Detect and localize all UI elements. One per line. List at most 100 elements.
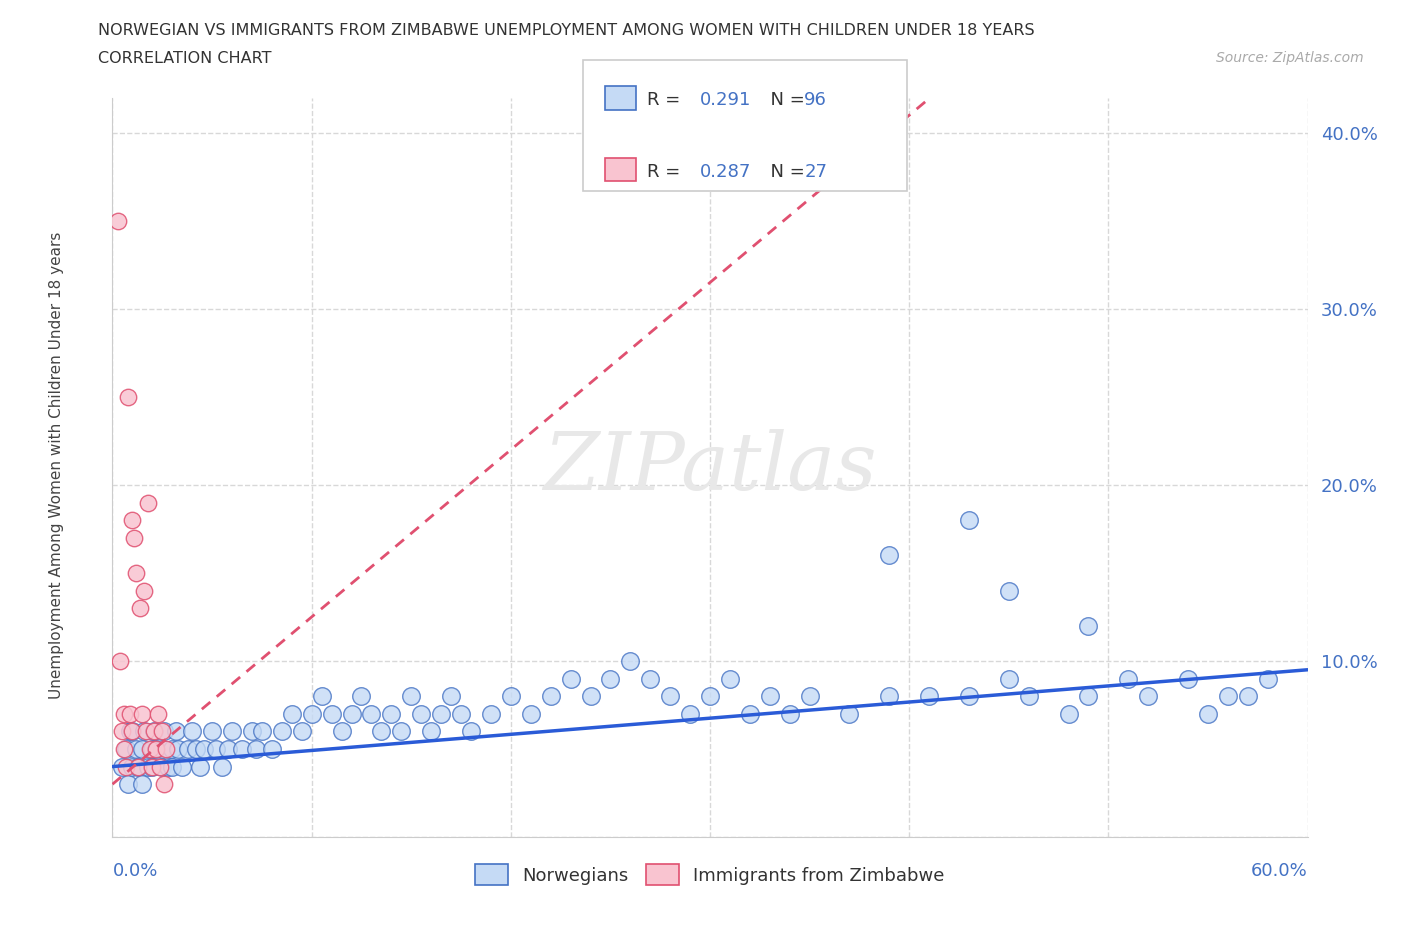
Point (360, 707, 382, 722)
Point (125, 565, 148, 580)
Point (186, 741, 208, 756)
Point (270, 724, 292, 738)
Point (311, 689, 333, 704)
Point (134, 724, 156, 738)
Point (139, 741, 162, 756)
Point (260, 741, 283, 756)
Point (619, 654, 641, 669)
Point (217, 741, 239, 756)
Point (1237, 689, 1260, 704)
Point (121, 724, 143, 738)
Text: 0.287: 0.287 (700, 163, 752, 181)
Point (172, 759, 194, 774)
Point (141, 759, 163, 774)
Point (150, 741, 173, 756)
Point (350, 689, 373, 704)
Point (165, 724, 187, 738)
Point (1077, 618, 1099, 633)
Point (321, 707, 343, 722)
Point (131, 707, 153, 722)
Point (499, 689, 522, 704)
Point (115, 759, 138, 774)
Point (340, 707, 363, 722)
Point (150, 724, 173, 738)
Point (153, 724, 176, 738)
Point (141, 741, 163, 756)
Point (121, 512, 143, 527)
Text: N =: N = (759, 91, 811, 110)
Point (250, 724, 273, 738)
Point (779, 707, 801, 722)
Point (430, 707, 453, 722)
Point (127, 759, 149, 774)
Point (114, 741, 135, 756)
Point (177, 741, 200, 756)
Point (450, 707, 472, 722)
Point (167, 741, 190, 756)
Point (520, 707, 543, 722)
Point (1137, 689, 1160, 704)
Point (699, 689, 721, 704)
Text: R =: R = (647, 91, 686, 110)
Point (599, 671, 621, 686)
Point (193, 741, 215, 756)
Point (879, 548, 901, 563)
Point (121, 724, 143, 738)
Point (181, 724, 204, 738)
Point (231, 741, 253, 756)
Point (115, 741, 138, 756)
Point (957, 512, 980, 527)
Point (540, 689, 562, 704)
Point (370, 724, 392, 738)
Text: CORRELATION CHART: CORRELATION CHART (98, 51, 271, 66)
Point (114, 707, 135, 722)
Point (1018, 689, 1040, 704)
Point (240, 724, 263, 738)
Text: Unemployment Among Women with Children Under 18 years: Unemployment Among Women with Children U… (49, 232, 63, 698)
Point (201, 724, 224, 738)
Point (107, 214, 129, 229)
Point (380, 707, 402, 722)
Point (117, 777, 139, 791)
Text: 0.291: 0.291 (700, 91, 752, 110)
Point (143, 724, 166, 738)
Point (718, 671, 741, 686)
Point (1057, 707, 1080, 722)
Point (120, 724, 142, 738)
Point (138, 759, 160, 774)
Point (579, 689, 602, 704)
Point (129, 601, 152, 616)
Text: N =: N = (759, 163, 811, 181)
Point (679, 707, 702, 722)
Point (162, 741, 183, 756)
Point (738, 707, 761, 722)
Point (389, 724, 412, 738)
Point (301, 707, 323, 722)
Point (759, 689, 782, 704)
Point (640, 671, 662, 686)
Point (245, 741, 267, 756)
Point (918, 689, 941, 704)
Point (659, 689, 682, 704)
Point (111, 759, 134, 774)
Point (162, 759, 183, 774)
Point (111, 724, 134, 738)
Point (110, 654, 132, 669)
Point (131, 777, 153, 791)
Point (879, 689, 901, 704)
Text: Source: ZipAtlas.com: Source: ZipAtlas.com (1216, 51, 1364, 65)
Point (141, 759, 163, 774)
Point (957, 689, 980, 704)
Point (150, 759, 173, 774)
Point (143, 724, 166, 738)
Text: 27: 27 (804, 163, 827, 181)
Point (205, 741, 228, 756)
Point (1118, 671, 1140, 686)
Point (440, 689, 463, 704)
Point (157, 759, 180, 774)
Point (145, 741, 167, 756)
Point (401, 689, 423, 704)
Point (134, 583, 156, 598)
Point (149, 759, 172, 774)
Point (138, 495, 160, 510)
